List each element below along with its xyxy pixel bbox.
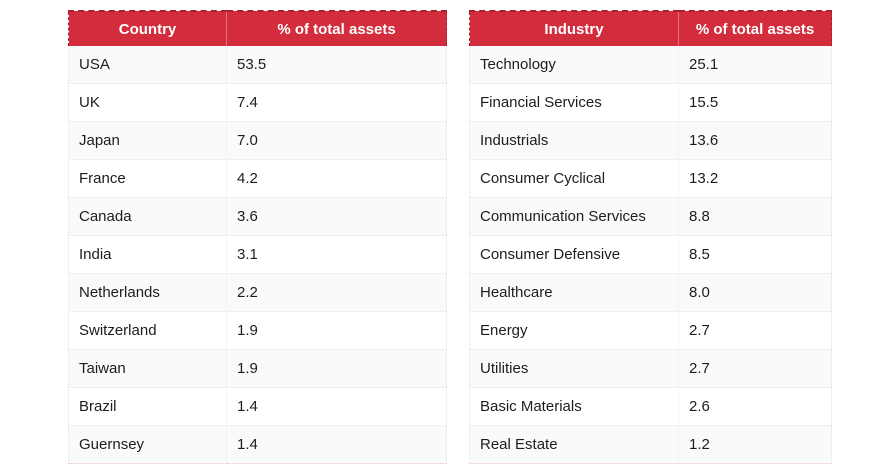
cell-value: 13.2 [678,159,832,198]
table-row: Healthcare 8.0 [469,273,832,312]
table-row: Switzerland 1.9 [68,311,447,350]
cell-label: Consumer Cyclical [469,159,679,198]
cell-label: India [68,235,227,274]
cell-value: 3.1 [226,235,447,274]
table-row: USA 53.5 [68,46,447,84]
cell-label: Basic Materials [469,387,679,426]
table-row: Utilities 2.7 [469,349,832,388]
table-row: Industrials 13.6 [469,121,832,160]
cell-value: 1.2 [678,425,832,464]
table-row: Financial Services 15.5 [469,83,832,122]
table-row: India 3.1 [68,235,447,274]
cell-value: 3.6 [226,197,447,236]
cell-label: USA [68,46,227,84]
cell-value: 53.5 [226,46,447,84]
cell-label: Utilities [469,349,679,388]
cell-value: 7.0 [226,121,447,160]
table-row: Taiwan 1.9 [68,349,447,388]
cell-label: Brazil [68,387,227,426]
table-row: France 4.2 [68,159,447,198]
cell-value: 1.4 [226,425,447,464]
cell-label: Guernsey [68,425,227,464]
industry-allocation-table: Industry% of total assets Technology 25.1… [469,10,832,464]
cell-value: 2.6 [678,387,832,426]
cell-value: 2.7 [678,349,832,388]
cell-label: Netherlands [68,273,227,312]
cell-label: Financial Services [469,83,679,122]
column-header: Country [68,10,227,46]
table-row: UK 7.4 [68,83,447,122]
cell-label: France [68,159,227,198]
table-row: Technology 25.1 [469,46,832,84]
table-row: Canada 3.6 [68,197,447,236]
cell-label: Canada [68,197,227,236]
cell-label: Communication Services [469,197,679,236]
table-row: Real Estate 1.2 [469,425,832,464]
cell-value: 4.2 [226,159,447,198]
cell-label: Japan [68,121,227,160]
cell-label: Healthcare [469,273,679,312]
cell-value: 8.8 [678,197,832,236]
table-row: Energy 2.7 [469,311,832,350]
cell-label: UK [68,83,227,122]
cell-value: 7.4 [226,83,447,122]
column-header: Industry [469,10,679,46]
cell-label: Energy [469,311,679,350]
country-table-header: Country% of total assets [68,10,447,46]
cell-label: Switzerland [68,311,227,350]
industry-table-header: Industry% of total assets [469,10,832,46]
cell-value: 25.1 [678,46,832,84]
table-row: Japan 7.0 [68,121,447,160]
table-row: Consumer Defensive 8.5 [469,235,832,274]
cell-value: 8.0 [678,273,832,312]
table-row: Netherlands 2.2 [68,273,447,312]
column-header: % of total assets [226,10,447,46]
cell-label: Industrials [469,121,679,160]
column-header: % of total assets [678,10,832,46]
cell-value: 8.5 [678,235,832,274]
cell-value: 13.6 [678,121,832,160]
cell-value: 2.7 [678,311,832,350]
cell-value: 1.4 [226,387,447,426]
table-row: Consumer Cyclical 13.2 [469,159,832,198]
cell-value: 2.2 [226,273,447,312]
table-row: Guernsey 1.4 [68,425,447,464]
cell-label: Taiwan [68,349,227,388]
cell-label: Consumer Defensive [469,235,679,274]
table-row: Basic Materials 2.6 [469,387,832,426]
cell-label: Technology [469,46,679,84]
country-allocation-table: Country% of total assets USA 53.5 UK 7.4 Jap… [68,10,447,464]
cell-value: 15.5 [678,83,832,122]
cell-label: Real Estate [469,425,679,464]
country-table-body: USA 53.5 UK 7.4 Japan 7.0 France 4.2 Canada 3.6 In… [68,46,447,464]
table-row: Communication Services 8.8 [469,197,832,236]
cell-value: 1.9 [226,349,447,388]
table-row: Brazil 1.4 [68,387,447,426]
cell-value: 1.9 [226,311,447,350]
industry-table-body: Technology 25.1 Financial Services 15.5 Indu… [469,46,832,464]
